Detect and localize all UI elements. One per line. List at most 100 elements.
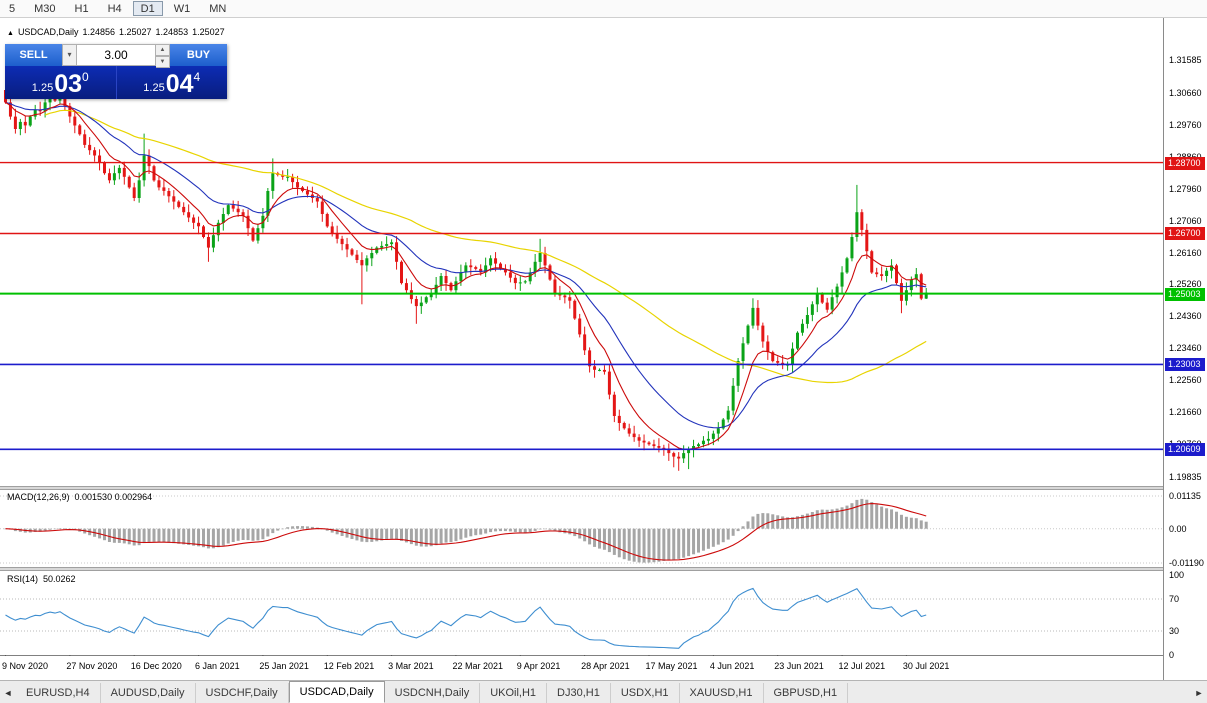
- timeframe-button-5[interactable]: 5: [9, 3, 16, 15]
- time-axis[interactable]: 9 Nov 2020 27 Nov 2020 16 Dec 2020 6 Jan 20…: [0, 656, 1163, 680]
- price-axis-label: 1.31585: [1169, 55, 1202, 66]
- chevron-down-icon: ▾: [67, 50, 72, 59]
- price-line-badge: 1.20609: [1165, 443, 1205, 457]
- sell-price-base: 1.25: [31, 82, 54, 94]
- price-line-badge: 1.23003: [1165, 358, 1205, 372]
- ohlc-close: 1.25027: [192, 27, 225, 37]
- macd-axis-label: -0.01190: [1169, 558, 1204, 568]
- macd-axis-label: 0.01135: [1169, 491, 1201, 501]
- pane-separator[interactable]: [0, 486, 1163, 490]
- rsi-label: RSI(14) 50.0262: [7, 574, 81, 584]
- tabs-scroll-left-icon[interactable]: ◄: [3, 688, 13, 698]
- price-axis-label: 1.27960: [1169, 183, 1202, 194]
- rsi-line: [5, 587, 927, 649]
- rsi-axis-label: 0: [1169, 650, 1175, 660]
- date-axis-label: 4 Jun 2021: [709, 661, 755, 671]
- date-axis-label: 9 Nov 2020: [2, 661, 49, 671]
- timeframe-button-H1[interactable]: H1: [74, 3, 89, 15]
- macd-axis-label: 0.00: [1169, 523, 1187, 534]
- chart-tab-bar: ◄ EURUSD,H4 AUDUSD,Daily USDCHF,Daily USDCAD…: [0, 680, 1207, 703]
- price-axis-label: 1.21660: [1169, 407, 1202, 418]
- ohlc-open: 1.24856: [82, 27, 115, 37]
- timeframe-button-H4[interactable]: H4: [107, 3, 122, 15]
- date-axis-label: 25 Jan 2021: [259, 661, 309, 671]
- timeframe-button-M30[interactable]: M30: [34, 3, 56, 15]
- chart-tab-AUDUSD,Daily[interactable]: AUDUSD,Daily: [101, 683, 196, 703]
- ma-fast-line: [5, 101, 927, 450]
- pane-separator[interactable]: [0, 567, 1163, 571]
- ma-mid-line: [5, 101, 927, 429]
- macd-signal-line: [5, 503, 927, 561]
- up-arrow-icon: ▲: [7, 30, 14, 37]
- price-line-badge: 1.28700: [1165, 156, 1205, 170]
- chart-tab-USDCNH,Daily[interactable]: USDCNH,Daily: [385, 683, 481, 703]
- rsi-axis-label: 70: [1169, 594, 1180, 604]
- sell-price-pips: 03: [54, 70, 83, 98]
- volume-decrease-button[interactable]: ▼: [156, 56, 170, 68]
- ohlc-high: 1.25027: [119, 27, 152, 37]
- buy-price-point: 4: [193, 70, 201, 84]
- buy-price-display: 1.25 04 4: [115, 66, 228, 99]
- chart-tab-USDCAD,Daily[interactable]: USDCAD,Daily: [288, 681, 385, 703]
- sell-price-display: 1.25 03 0: [5, 66, 116, 99]
- chart-tab-USDX,H1[interactable]: USDX,H1: [611, 683, 680, 703]
- sell-price-point: 0: [82, 70, 89, 84]
- ohlc-low: 1.24853: [155, 27, 189, 37]
- volume-increase-button[interactable]: ▲: [156, 44, 170, 56]
- chart-tab-UKOil,H1[interactable]: UKOil,H1: [480, 683, 548, 703]
- rsi-axis-label: 100: [1169, 570, 1185, 580]
- date-axis-label: 3 Mar 2021: [388, 661, 434, 671]
- date-axis-label: 16 Dec 2020: [130, 661, 182, 671]
- date-axis-label: 12 Jul 2021: [838, 661, 886, 671]
- price-axis-label: 1.25260: [1169, 279, 1202, 290]
- rsi-value: 50.0262: [43, 574, 76, 584]
- chart-ohlc-title: ▲ USDCAD,Daily 1.24856 1.25027 1.24853 1.2502…: [7, 27, 229, 37]
- date-axis-label: 22 Mar 2021: [452, 661, 503, 671]
- date-axis-label: 6 Jan 2021: [195, 661, 240, 671]
- buy-price-base: 1.25: [143, 82, 165, 94]
- chart-tab-GBPUSD,H1[interactable]: GBPUSD,H1: [764, 683, 849, 703]
- rsi-axis-label: 30: [1169, 626, 1180, 636]
- date-axis-label: 9 Apr 2021: [516, 661, 561, 671]
- date-axis-label: 17 May 2021: [645, 661, 698, 671]
- chart-canvas[interactable]: [0, 18, 1163, 658]
- date-axis-label: 30 Jul 2021: [902, 661, 950, 671]
- timeframe-button-W1[interactable]: W1: [173, 3, 191, 15]
- price-axis-label: 1.29760: [1169, 120, 1202, 131]
- timeframe-button-D1[interactable]: D1: [132, 1, 163, 16]
- price-axis-label: 1.19835: [1169, 471, 1202, 482]
- date-axis-label: 12 Feb 2021: [323, 661, 375, 671]
- macd-label: MACD(12,26,9) 0.001530 0.002964: [7, 492, 157, 502]
- price-line-badge: 1.25003: [1165, 287, 1205, 301]
- volume-stepper: ▲ ▼: [156, 44, 170, 68]
- timeframe-button-MN[interactable]: MN: [209, 3, 227, 15]
- volume-input[interactable]: [77, 44, 156, 66]
- price-axis-label: 1.22560: [1169, 375, 1202, 386]
- date-axis-label: 28 Apr 2021: [581, 661, 630, 671]
- ma-slow-line: [44, 109, 927, 384]
- price-axis-label: 1.24360: [1169, 311, 1202, 322]
- macd-name: MACD(12,26,9): [7, 492, 70, 502]
- price-axis-label: 1.27060: [1169, 215, 1202, 226]
- date-axis-label: 23 Jun 2021: [774, 661, 824, 671]
- date-axis-label: 27 Nov 2020: [66, 661, 118, 671]
- price-axis-label: 1.26160: [1169, 247, 1202, 258]
- sell-button[interactable]: SELL: [5, 44, 62, 66]
- chart-tab-EURUSD,H4[interactable]: EURUSD,H4: [16, 683, 101, 703]
- macd-histogram: [4, 498, 928, 563]
- buy-button[interactable]: BUY: [170, 44, 227, 66]
- price-axis[interactable]: 1.315851.306601.297601.288601.279601.270…: [1163, 18, 1207, 680]
- macd-values: 0.001530 0.002964: [74, 492, 153, 502]
- price-line-badge: 1.26700: [1165, 227, 1205, 241]
- chart-tab-USDCHF,Daily[interactable]: USDCHF,Daily: [196, 683, 289, 703]
- timeframe-toolbar: 5 M30 H1 H4 D1 W1 MN: [0, 0, 1207, 18]
- volume-dropdown-button[interactable]: ▾: [62, 44, 77, 66]
- price-axis-label: 1.30660: [1169, 88, 1202, 99]
- tabs-scroll-right-icon[interactable]: ►: [1194, 688, 1204, 698]
- candles: [4, 84, 928, 471]
- chart-tab-XAUUSD,H1[interactable]: XAUUSD,H1: [680, 683, 764, 703]
- price-axis-label: 1.23460: [1169, 343, 1202, 354]
- chart-tab-DJ30,H1[interactable]: DJ30,H1: [547, 683, 611, 703]
